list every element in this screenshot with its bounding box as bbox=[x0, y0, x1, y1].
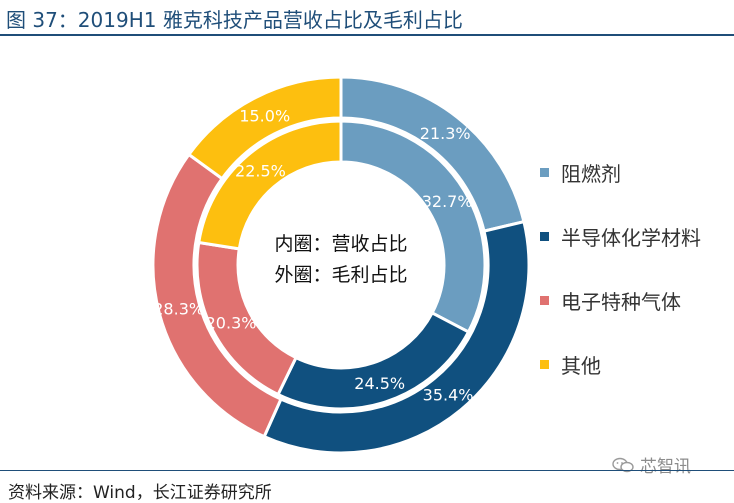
legend-item-semiconductor-materials: 半导体化学材料 bbox=[540, 204, 701, 268]
wechat-icon bbox=[612, 457, 634, 472]
source-note: 资料来源：Wind，长江证券研究所 bbox=[8, 483, 272, 503]
inner-slice-4 bbox=[197, 119, 343, 251]
center-text-outer-caption: 外圈：毛利占比 bbox=[274, 264, 407, 286]
legend-label: 阻燃剂 bbox=[561, 161, 621, 186]
legend-swatch bbox=[540, 295, 549, 305]
inner-slice-label-3: 20.3% bbox=[206, 313, 257, 332]
outer-slice-label-4: 15.0% bbox=[239, 106, 290, 125]
center-text-inner-caption: 内圈：营收占比 bbox=[274, 233, 407, 255]
outer-slice-4 bbox=[186, 75, 343, 181]
outer-slice-2 bbox=[262, 219, 531, 455]
double-donut-chart: 32.7% 24.5% 20.3% 22.5% 21.3% 35.4% 28.3% 15.0%… bbox=[151, 75, 531, 455]
watermark-text: 芯智讯 bbox=[640, 457, 691, 477]
legend-label: 半导体化学材料 bbox=[561, 225, 701, 250]
chart-title: 图 37：2019H1 雅克科技产品营收占比及毛利占比 bbox=[6, 8, 463, 32]
legend: 阻燃剂 半导体化学材料 电子特种气体 其他 bbox=[540, 140, 701, 396]
title-divider bbox=[0, 34, 734, 36]
outer-slice-label-3: 28.3% bbox=[153, 299, 204, 318]
legend-item-specialty-gas: 电子特种气体 bbox=[540, 268, 701, 332]
outer-slice-label-1: 21.3% bbox=[420, 124, 471, 143]
legend-item-other: 其他 bbox=[540, 332, 701, 396]
watermark: 芯智讯 bbox=[612, 452, 691, 477]
legend-label: 其他 bbox=[561, 353, 601, 378]
inner-slice-label-2: 24.5% bbox=[354, 374, 405, 393]
legend-swatch bbox=[540, 231, 549, 241]
inner-ring bbox=[195, 119, 487, 411]
footer-divider bbox=[0, 470, 734, 471]
slice-labels: 32.7% 24.5% 20.3% 22.5% 21.3% 35.4% 28.3% 15.0% bbox=[153, 106, 473, 404]
legend-item-flame-retardant: 阻燃剂 bbox=[540, 140, 701, 204]
legend-swatch bbox=[540, 359, 549, 369]
inner-slice-label-4: 22.5% bbox=[235, 162, 286, 181]
inner-slice-label-1: 32.7% bbox=[422, 192, 473, 211]
legend-swatch bbox=[540, 167, 549, 177]
legend-label: 电子特种气体 bbox=[561, 289, 681, 314]
outer-ring bbox=[151, 75, 531, 455]
outer-slice-label-2: 35.4% bbox=[423, 385, 474, 404]
